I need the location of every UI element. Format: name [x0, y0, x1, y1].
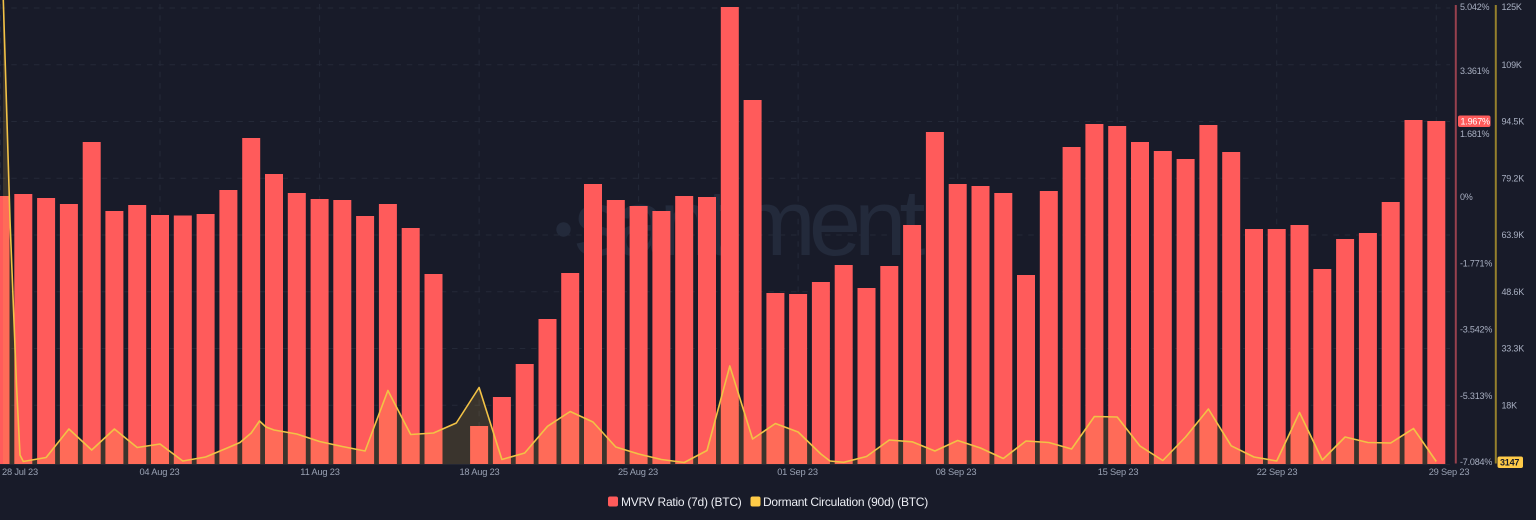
svg-text:Dormant Circulation (90d) (BTC: Dormant Circulation (90d) (BTC)	[763, 495, 928, 509]
svg-text:-5.313%: -5.313%	[1460, 391, 1492, 401]
svg-text:1.967%: 1.967%	[1461, 116, 1491, 126]
svg-text:1.681%: 1.681%	[1460, 129, 1490, 139]
svg-text:33.3K: 33.3K	[1502, 344, 1525, 354]
svg-text:18 Aug 23: 18 Aug 23	[459, 467, 499, 477]
svg-text:0%: 0%	[1460, 192, 1473, 202]
svg-text:29 Sep 23: 29 Sep 23	[1429, 467, 1470, 477]
svg-text:3147: 3147	[1500, 457, 1519, 467]
svg-text:125K: 125K	[1502, 2, 1522, 12]
svg-text:3.361%: 3.361%	[1460, 66, 1490, 76]
svg-text:25 Aug 23: 25 Aug 23	[618, 467, 658, 477]
svg-text:08 Sep 23: 08 Sep 23	[936, 467, 977, 477]
svg-text:5.042%: 5.042%	[1460, 2, 1490, 12]
svg-text:18K: 18K	[1502, 400, 1518, 410]
svg-text:63.9K: 63.9K	[1502, 230, 1525, 240]
svg-text:28 Jul 23: 28 Jul 23	[2, 467, 38, 477]
svg-text:109K: 109K	[1502, 60, 1522, 70]
svg-text:04 Aug 23: 04 Aug 23	[139, 467, 179, 477]
svg-text:11 Aug 23: 11 Aug 23	[300, 467, 339, 477]
svg-text:01 Sep 23: 01 Sep 23	[777, 467, 818, 477]
svg-text:94.5K: 94.5K	[1502, 117, 1525, 127]
svg-text:-3.542%: -3.542%	[1460, 325, 1492, 335]
svg-text:-7.084%: -7.084%	[1460, 457, 1492, 467]
svg-text:MVRV Ratio (7d) (BTC): MVRV Ratio (7d) (BTC)	[621, 495, 742, 509]
svg-text:48.6K: 48.6K	[1502, 287, 1525, 297]
svg-text:15 Sep 23: 15 Sep 23	[1098, 467, 1139, 477]
svg-text:22 Sep 23: 22 Sep 23	[1257, 467, 1298, 477]
svg-text:79.2K: 79.2K	[1502, 173, 1525, 183]
svg-text:-1.771%: -1.771%	[1460, 258, 1492, 268]
